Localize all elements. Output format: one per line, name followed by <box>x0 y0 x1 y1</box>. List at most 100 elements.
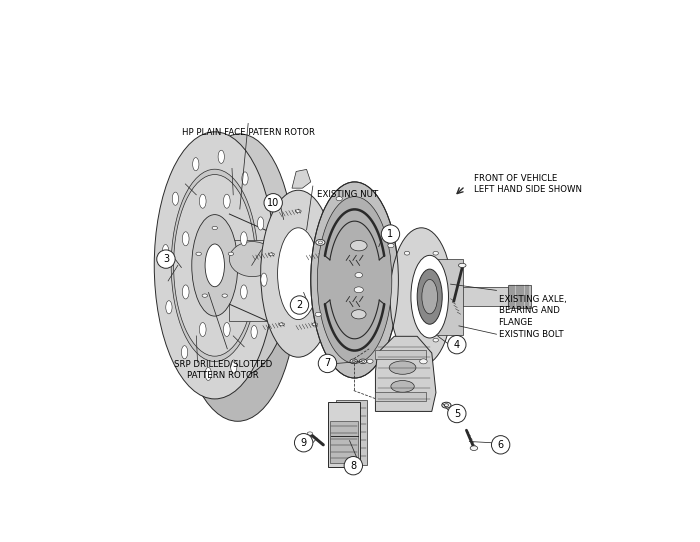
Bar <box>436 259 463 334</box>
Ellipse shape <box>205 367 211 380</box>
Ellipse shape <box>316 240 325 246</box>
Ellipse shape <box>260 190 336 357</box>
Ellipse shape <box>212 227 218 230</box>
Text: 3: 3 <box>163 254 169 264</box>
Circle shape <box>318 354 337 372</box>
Text: 1: 1 <box>387 229 393 239</box>
Ellipse shape <box>223 322 230 337</box>
Ellipse shape <box>390 228 453 365</box>
Ellipse shape <box>192 215 238 316</box>
Ellipse shape <box>278 228 319 320</box>
Ellipse shape <box>318 241 323 244</box>
Ellipse shape <box>317 197 392 363</box>
Ellipse shape <box>442 402 451 408</box>
Text: EXISTING AXLE,
BEARING AND
FLANGE: EXISTING AXLE, BEARING AND FLANGE <box>498 295 566 327</box>
Ellipse shape <box>218 150 225 163</box>
Ellipse shape <box>279 323 285 326</box>
Ellipse shape <box>205 244 225 287</box>
Polygon shape <box>292 169 311 188</box>
Circle shape <box>290 296 309 314</box>
Text: 10: 10 <box>267 198 279 208</box>
Text: EXISTING NUT: EXISTING NUT <box>317 190 378 199</box>
Ellipse shape <box>241 172 248 185</box>
Ellipse shape <box>183 285 189 299</box>
Ellipse shape <box>269 253 274 256</box>
Ellipse shape <box>295 210 301 212</box>
Polygon shape <box>375 336 436 411</box>
Ellipse shape <box>315 312 321 317</box>
Ellipse shape <box>154 132 275 399</box>
Ellipse shape <box>458 263 466 267</box>
FancyBboxPatch shape <box>330 421 358 463</box>
Ellipse shape <box>352 360 356 363</box>
Ellipse shape <box>162 244 169 257</box>
Ellipse shape <box>199 322 206 337</box>
Ellipse shape <box>420 359 427 364</box>
Bar <box>508 285 531 308</box>
Ellipse shape <box>174 175 256 356</box>
Bar <box>314 264 361 287</box>
Ellipse shape <box>430 278 442 315</box>
Ellipse shape <box>322 253 328 256</box>
Ellipse shape <box>230 360 237 373</box>
Text: FRONT OF VEHICLE
LEFT HAND SIDE SHOWN: FRONT OF VEHICLE LEFT HAND SIDE SHOWN <box>473 173 582 195</box>
Text: 8: 8 <box>350 461 356 470</box>
Ellipse shape <box>307 432 313 435</box>
Circle shape <box>157 250 175 268</box>
Circle shape <box>382 225 400 243</box>
Ellipse shape <box>336 197 342 201</box>
Ellipse shape <box>241 232 247 246</box>
Ellipse shape <box>361 360 365 363</box>
Bar <box>437 287 508 306</box>
Ellipse shape <box>355 273 363 278</box>
Ellipse shape <box>213 195 267 315</box>
Ellipse shape <box>258 217 264 230</box>
Text: 9: 9 <box>300 438 307 448</box>
Ellipse shape <box>312 323 318 326</box>
Text: 5: 5 <box>454 409 460 418</box>
Ellipse shape <box>405 251 409 255</box>
Text: EXISTING BOLT: EXISTING BOLT <box>498 330 564 339</box>
Ellipse shape <box>354 287 363 293</box>
Text: SRP DRILLED/SLOTTED
PATTERN ROTOR: SRP DRILLED/SLOTTED PATTERN ROTOR <box>174 359 272 380</box>
Bar <box>230 240 267 321</box>
Ellipse shape <box>193 158 199 171</box>
Text: 2: 2 <box>296 300 302 310</box>
Ellipse shape <box>367 359 373 363</box>
Ellipse shape <box>261 273 267 286</box>
Ellipse shape <box>433 251 438 255</box>
FancyBboxPatch shape <box>328 402 360 467</box>
Ellipse shape <box>223 194 230 208</box>
Circle shape <box>447 335 466 354</box>
Ellipse shape <box>351 309 366 319</box>
Bar <box>375 350 426 359</box>
Ellipse shape <box>391 380 414 392</box>
Ellipse shape <box>178 159 297 421</box>
Ellipse shape <box>411 255 449 338</box>
Ellipse shape <box>311 182 398 378</box>
Ellipse shape <box>183 232 189 246</box>
Ellipse shape <box>230 242 275 276</box>
Ellipse shape <box>228 252 234 255</box>
Ellipse shape <box>470 446 477 450</box>
Ellipse shape <box>181 346 188 359</box>
Ellipse shape <box>405 338 409 342</box>
Ellipse shape <box>186 134 294 376</box>
Ellipse shape <box>202 294 207 297</box>
Ellipse shape <box>351 241 367 251</box>
Circle shape <box>264 193 282 212</box>
Ellipse shape <box>199 194 206 208</box>
Ellipse shape <box>433 338 438 342</box>
Ellipse shape <box>172 169 258 362</box>
Ellipse shape <box>417 269 442 324</box>
Ellipse shape <box>389 361 416 375</box>
Circle shape <box>447 404 466 423</box>
Ellipse shape <box>241 285 247 299</box>
Bar <box>375 392 426 401</box>
Text: HP PLAIN FACE PATERN ROTOR: HP PLAIN FACE PATERN ROTOR <box>182 128 315 137</box>
Ellipse shape <box>222 294 228 297</box>
Ellipse shape <box>172 192 178 205</box>
Circle shape <box>491 436 510 454</box>
Ellipse shape <box>350 359 358 364</box>
Ellipse shape <box>388 243 394 248</box>
